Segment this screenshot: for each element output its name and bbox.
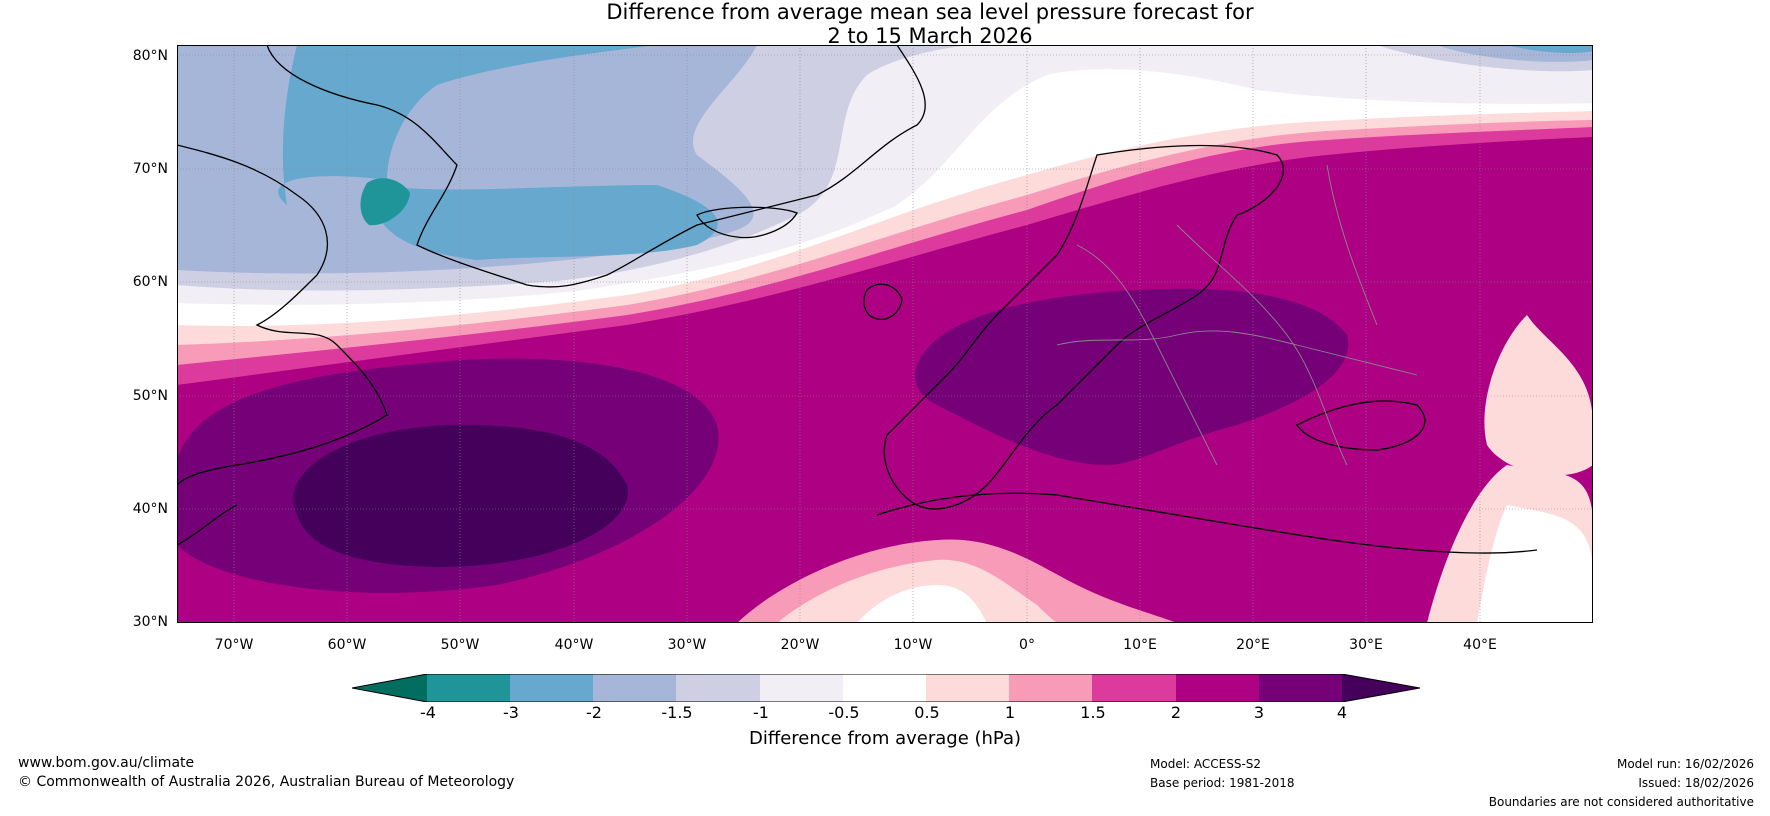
coastlines xyxy=(177,45,1538,554)
colorbar-bin-7 xyxy=(926,674,1009,702)
anomaly-band-minus2-minus3 xyxy=(278,45,657,205)
graticule xyxy=(177,45,1593,623)
europe-coast xyxy=(883,144,1284,510)
colorbar-bin-2 xyxy=(510,674,593,702)
lon-label-40w: 40°W xyxy=(554,637,594,653)
north-america-coast xyxy=(177,144,388,486)
colorbar xyxy=(352,674,1420,702)
colorbar-bin-6 xyxy=(843,674,926,702)
border-line-1 xyxy=(1056,330,1418,376)
footer-model: Model: ACCESS-S2 xyxy=(1150,757,1262,771)
colorbar-tick-11: 3 xyxy=(1253,703,1265,722)
british-isles-coast xyxy=(863,283,903,320)
footer-copyright: © Commonwealth of Australia 2026, Austra… xyxy=(18,774,515,790)
colorbar-tick-2: -3 xyxy=(503,703,519,722)
lon-label-70w: 70°W xyxy=(214,637,254,653)
lat-label-30: 30°N xyxy=(132,614,168,630)
colorbar-bin-4 xyxy=(676,674,760,702)
footer-issued: Issued: 18/02/2026 xyxy=(1638,776,1754,790)
lon-label-50w: 50°W xyxy=(440,637,480,653)
border-line-2 xyxy=(1076,244,1218,466)
colorbar-tick-12: 4 xyxy=(1336,703,1348,722)
colorbar-bin-9 xyxy=(1092,674,1176,702)
anomaly-band-minus2-greenland xyxy=(375,185,718,260)
lon-label-30e: 30°E xyxy=(1349,637,1383,653)
border-line-3 xyxy=(1176,224,1348,466)
anomaly-band-above-4-atlantic xyxy=(293,424,628,567)
north-africa-coast xyxy=(876,492,1538,554)
lon-label-30w: 30°W xyxy=(667,637,707,653)
lon-label-0: 0° xyxy=(1019,637,1035,653)
anomaly-band-neutral-southeast xyxy=(1477,505,1593,623)
anomaly-band-ne-minus2 xyxy=(1507,45,1593,53)
footer-base-period: Base period: 1981-2018 xyxy=(1150,776,1295,790)
map-svg xyxy=(177,45,1593,623)
iceland-coast xyxy=(696,206,798,239)
anomaly-band-0.5-1-east xyxy=(1484,315,1593,476)
greenland-coast xyxy=(266,45,926,288)
title-line-2: 2 to 15 March 2026 xyxy=(827,24,1033,48)
colorbar-extend-max xyxy=(1342,674,1420,702)
colorbar-tick-8: 1 xyxy=(1004,703,1016,722)
colorbar-tick-6: -0.5 xyxy=(828,703,860,722)
chart-title: Difference from average mean sea level p… xyxy=(0,0,1770,48)
lon-label-20e: 20°E xyxy=(1236,637,1270,653)
country-borders xyxy=(1056,164,1418,466)
footer-website: www.bom.gov.au/climate xyxy=(18,755,195,771)
title-line-1: Difference from average mean sea level p… xyxy=(606,0,1254,24)
colorbar-bin-5 xyxy=(760,674,843,702)
lat-label-50: 50°N xyxy=(132,388,168,404)
colorbar-bin-10 xyxy=(1176,674,1259,702)
lon-label-20w: 20°W xyxy=(780,637,820,653)
colorbar-bin-11 xyxy=(1259,674,1342,702)
colorbar-tick-7: 0.5 xyxy=(914,703,940,722)
lat-label-60: 60°N xyxy=(132,274,168,290)
colorbar-bin-8 xyxy=(1009,674,1092,702)
colorbar-tick-1: -4 xyxy=(420,703,436,722)
lon-label-10w: 10°W xyxy=(893,637,933,653)
anomaly-band-neutral-south xyxy=(857,585,987,623)
lon-label-60w: 60°W xyxy=(327,637,367,653)
colorbar-tick-3: -2 xyxy=(586,703,602,722)
colorbar-extend-min xyxy=(352,674,427,702)
footer-model-run: Model run: 16/02/2026 xyxy=(1616,757,1754,771)
lon-label-10e: 10°E xyxy=(1123,637,1157,653)
colorbar-tick-5: -1 xyxy=(753,703,769,722)
lat-label-80: 80°N xyxy=(132,48,168,64)
colorbar-label: Difference from average (hPa) xyxy=(748,728,1022,749)
colorbar-bin-3 xyxy=(593,674,676,702)
black-sea-coast xyxy=(1296,400,1426,451)
colorbar-tick-10: 2 xyxy=(1170,703,1182,722)
anomaly-band-minus3-minus4 xyxy=(360,178,410,226)
us-east-coast xyxy=(177,504,238,546)
colorbar-bin-1 xyxy=(427,674,510,702)
lon-label-40e: 40°E xyxy=(1463,637,1497,653)
lat-label-70: 70°N xyxy=(132,161,168,177)
colorbar-tick-4: -1.5 xyxy=(661,703,693,722)
lat-label-40: 40°N xyxy=(132,501,168,517)
footer-boundaries-note: Boundaries are not considered authoritat… xyxy=(1488,795,1754,809)
border-line-4 xyxy=(1326,164,1378,326)
pressure-anomaly-map xyxy=(177,45,1593,623)
colorbar-tick-9: 1.5 xyxy=(1080,703,1106,722)
